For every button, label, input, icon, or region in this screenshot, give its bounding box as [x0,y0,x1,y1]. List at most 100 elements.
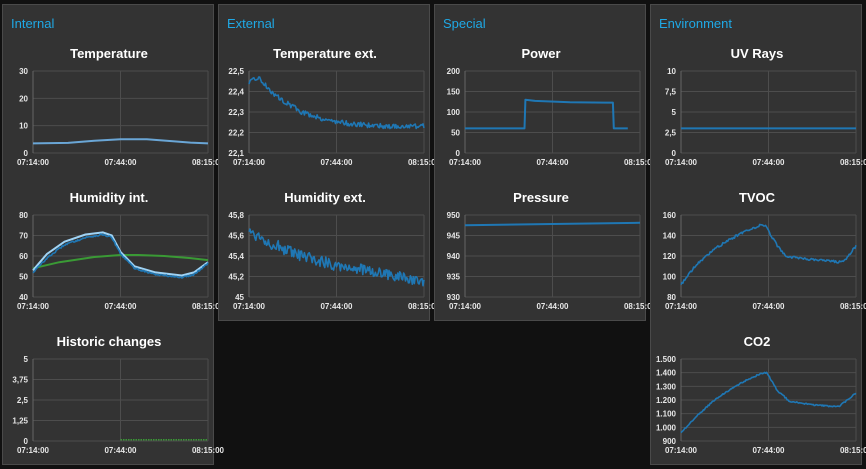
series-line-0 [680,223,857,285]
y-tick-label: 45,8 [228,211,244,220]
y-tick-label: 5 [24,355,29,364]
y-tick-label: 945 [447,232,461,241]
x-tick-label: 08:15:00 [192,446,225,455]
x-tick-label: 08:15:00 [192,158,225,167]
x-tick-label: 07:14:00 [665,302,698,311]
y-tick-label: 22,3 [228,108,244,117]
y-tick-label: 0 [456,149,461,158]
y-tick-label: 2,5 [17,396,29,405]
y-tick-label: 45,2 [228,273,244,282]
x-tick-label: 08:15:00 [192,302,225,311]
x-tick-label: 07:44:00 [752,302,785,311]
x-tick-label: 08:15:00 [408,158,441,167]
y-tick-label: 10 [667,67,676,76]
y-tick-label: 40 [19,293,28,302]
x-tick-label: 08:15:00 [840,302,866,311]
chart-co2: CO2 1.500 1.400 1.300 1.200 1.100 1.000 90007:1… [656,334,866,455]
y-tick-label: 45 [235,293,244,302]
y-tick-label: 935 [447,273,461,282]
x-tick-label: 07:14:00 [449,302,482,311]
y-tick-label: 80 [667,293,676,302]
group-title-environment: Environment [659,16,732,31]
y-tick-label: 1.500 [656,355,677,364]
y-tick-label: 10 [19,122,28,131]
x-tick-label: 07:44:00 [536,302,569,311]
y-tick-label: 22,2 [228,129,244,138]
series-line-0 [248,228,425,287]
y-tick-label: 940 [447,252,461,261]
group-environment: Environment UV Rays 10 7,5 5 2,5 0 07:14:00 07:… [650,4,866,465]
y-tick-label: 45,6 [228,232,244,241]
y-tick-label: 950 [447,211,461,220]
series-line-0 [32,138,209,145]
y-tick-label: 100 [663,273,677,282]
chart-title: Humidity int. [70,190,149,205]
y-tick-label: 100 [447,108,461,117]
x-tick-label: 07:44:00 [320,302,353,311]
series-line-0 [248,76,425,130]
y-tick-label: 900 [663,437,677,446]
series-line-0 [464,221,641,227]
y-tick-label: 0 [672,149,677,158]
y-tick-label: 140 [663,232,677,241]
group-title-internal: Internal [11,16,55,31]
y-tick-label: 2,5 [665,129,677,138]
x-tick-label: 07:14:00 [17,158,50,167]
y-tick-label: 7,5 [665,88,677,97]
chart-title: Humidity ext. [284,190,366,205]
y-tick-label: 1.200 [656,396,677,405]
y-tick-label: 120 [663,252,677,261]
x-tick-label: 07:14:00 [233,302,266,311]
chart-temperature: Temperature 30 20 10 007:14:00 07:44:00 08:15:… [17,46,225,167]
x-tick-label: 08:15:00 [624,302,657,311]
group-external: External Temperature ext. 22,5 22,4 22,3 22,… [218,4,441,321]
y-tick-label: 50 [451,129,460,138]
x-tick-label: 07:14:00 [665,446,698,455]
series-line-0 [680,371,857,434]
y-tick-label: 1.100 [656,410,677,419]
y-tick-label: 50 [19,273,28,282]
x-tick-label: 07:44:00 [752,158,785,167]
external-charts: Temperature ext.22,522,422,322,222,107:1… [228,46,440,311]
chart-title: TVOC [739,190,776,205]
group-internal: Internal Temperature 30 20 10 0 07:14:00 07:44… [2,4,225,465]
y-tick-label: 1.400 [656,369,677,378]
x-tick-label: 07:14:00 [665,158,698,167]
x-tick-label: 07:44:00 [104,158,137,167]
chart-power: Power 200 150 100 50 007:14:00 07:44:00 08:15:0… [447,46,657,167]
chart-title: Temperature ext. [273,46,377,61]
y-tick-label: 0 [24,437,29,446]
y-tick-label: 22,4 [228,88,244,97]
chart-title: Historic changes [57,334,162,349]
y-tick-label: 60 [19,252,28,261]
series-line-2 [32,233,209,279]
y-tick-label: 930 [447,293,461,302]
chart-temperature-ext: Temperature ext. 22,5 22,4 22,3 22,2 22,107:1… [228,46,440,167]
chart-title: CO2 [744,334,771,349]
y-tick-label: 45,4 [228,252,244,261]
y-tick-label: 1.000 [656,423,677,432]
x-tick-label: 08:15:00 [840,446,866,455]
y-tick-label: 22,5 [228,67,244,76]
chart-uv-rays: UV Rays 10 7,5 5 2,5 007:14:00 07:44:00 08:15:0… [665,46,866,167]
y-tick-label: 3,75 [12,376,28,385]
y-tick-label: 200 [447,67,461,76]
chart-title: Pressure [513,190,569,205]
y-tick-label: 150 [447,88,461,97]
y-tick-label: 30 [19,67,28,76]
y-tick-label: 0 [24,149,29,158]
x-tick-label: 07:44:00 [752,446,785,455]
y-tick-label: 20 [19,94,28,103]
x-tick-label: 07:44:00 [320,158,353,167]
x-tick-label: 07:44:00 [104,446,137,455]
series-line-0 [465,98,628,130]
y-tick-label: 5 [672,108,677,117]
group-title-external: External [227,16,275,31]
x-tick-label: 07:14:00 [17,302,50,311]
x-tick-label: 08:15:00 [624,158,657,167]
